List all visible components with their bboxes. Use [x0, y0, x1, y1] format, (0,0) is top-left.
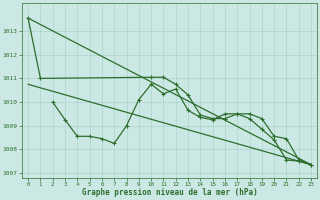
X-axis label: Graphe pression niveau de la mer (hPa): Graphe pression niveau de la mer (hPa) — [82, 188, 258, 197]
